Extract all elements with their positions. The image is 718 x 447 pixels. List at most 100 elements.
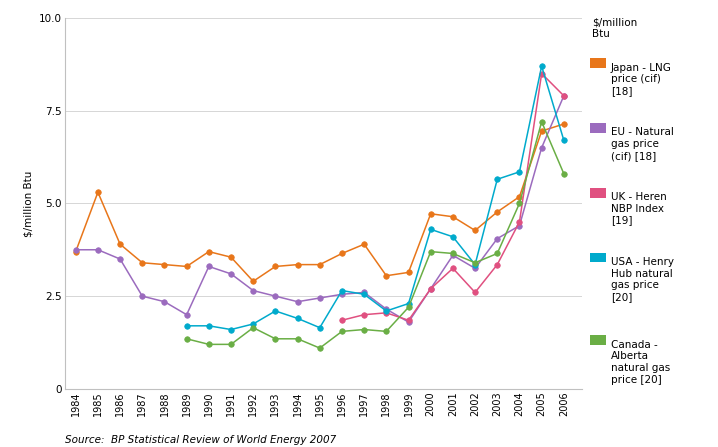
Japan - LNG
price (cif)
[18] <box>293 262 302 267</box>
Canada -
Alberta
natural gas
price [20] <box>315 346 324 351</box>
USA - Henry
Hub natural
gas price
[20] <box>382 308 391 314</box>
Text: USA - Henry
Hub natural
gas price
[20]: USA - Henry Hub natural gas price [20] <box>611 257 674 302</box>
USA - Henry
Hub natural
gas price
[20] <box>271 308 280 314</box>
Canada -
Alberta
natural gas
price [20] <box>449 251 457 256</box>
Canada -
Alberta
natural gas
price [20] <box>227 342 236 347</box>
Japan - LNG
price (cif)
[18] <box>382 273 391 278</box>
Japan - LNG
price (cif)
[18] <box>404 270 413 275</box>
UK - Heren
NBP Index
[19] <box>493 262 502 267</box>
Japan - LNG
price (cif)
[18] <box>426 211 435 216</box>
Japan - LNG
price (cif)
[18] <box>138 260 146 266</box>
EU - Natural
gas price
(cif) [18] <box>559 93 568 98</box>
Canada -
Alberta
natural gas
price [20] <box>559 171 568 177</box>
Y-axis label: $/million Btu: $/million Btu <box>23 170 33 236</box>
USA - Henry
Hub natural
gas price
[20] <box>249 321 258 327</box>
EU - Natural
gas price
(cif) [18] <box>227 271 236 277</box>
UK - Heren
NBP Index
[19] <box>559 93 568 98</box>
Japan - LNG
price (cif)
[18] <box>205 249 213 254</box>
UK - Heren
NBP Index
[19] <box>404 317 413 323</box>
Canada -
Alberta
natural gas
price [20] <box>493 251 502 256</box>
USA - Henry
Hub natural
gas price
[20] <box>471 262 480 267</box>
EU - Natural
gas price
(cif) [18] <box>537 145 546 150</box>
Canada -
Alberta
natural gas
price [20] <box>404 304 413 310</box>
Japan - LNG
price (cif)
[18] <box>360 241 368 247</box>
USA - Henry
Hub natural
gas price
[20] <box>205 323 213 329</box>
UK - Heren
NBP Index
[19] <box>515 219 523 224</box>
Japan - LNG
price (cif)
[18] <box>315 262 324 267</box>
Line: EU - Natural
gas price
(cif) [18]: EU - Natural gas price (cif) [18] <box>73 93 567 325</box>
EU - Natural
gas price
(cif) [18] <box>249 288 258 293</box>
Japan - LNG
price (cif)
[18] <box>471 228 480 233</box>
USA - Henry
Hub natural
gas price
[20] <box>182 323 191 329</box>
Canada -
Alberta
natural gas
price [20] <box>205 342 213 347</box>
USA - Henry
Hub natural
gas price
[20] <box>404 301 413 306</box>
USA - Henry
Hub natural
gas price
[20] <box>426 227 435 232</box>
Canada -
Alberta
natural gas
price [20] <box>271 336 280 342</box>
Text: Source:  BP Statistical Review of World Energy 2007: Source: BP Statistical Review of World E… <box>65 435 336 445</box>
Line: Japan - LNG
price (cif)
[18]: Japan - LNG price (cif) [18] <box>73 121 567 284</box>
EU - Natural
gas price
(cif) [18] <box>449 253 457 258</box>
USA - Henry
Hub natural
gas price
[20] <box>315 325 324 330</box>
EU - Natural
gas price
(cif) [18] <box>493 236 502 241</box>
USA - Henry
Hub natural
gas price
[20] <box>559 138 568 143</box>
Japan - LNG
price (cif)
[18] <box>271 264 280 269</box>
EU - Natural
gas price
(cif) [18] <box>160 299 169 304</box>
EU - Natural
gas price
(cif) [18] <box>337 291 346 297</box>
Canada -
Alberta
natural gas
price [20] <box>249 325 258 330</box>
Japan - LNG
price (cif)
[18] <box>515 194 523 199</box>
EU - Natural
gas price
(cif) [18] <box>116 256 124 261</box>
UK - Heren
NBP Index
[19] <box>471 290 480 295</box>
Canada -
Alberta
natural gas
price [20] <box>337 329 346 334</box>
EU - Natural
gas price
(cif) [18] <box>426 286 435 291</box>
UK - Heren
NBP Index
[19] <box>426 286 435 291</box>
USA - Henry
Hub natural
gas price
[20] <box>537 63 546 69</box>
USA - Henry
Hub natural
gas price
[20] <box>515 169 523 174</box>
EU - Natural
gas price
(cif) [18] <box>182 312 191 317</box>
UK - Heren
NBP Index
[19] <box>449 266 457 271</box>
Line: USA - Henry
Hub natural
gas price
[20]: USA - Henry Hub natural gas price [20] <box>184 63 567 332</box>
EU - Natural
gas price
(cif) [18] <box>71 247 80 253</box>
EU - Natural
gas price
(cif) [18] <box>93 247 102 253</box>
UK - Heren
NBP Index
[19] <box>337 317 346 323</box>
Japan - LNG
price (cif)
[18] <box>93 190 102 195</box>
USA - Henry
Hub natural
gas price
[20] <box>449 234 457 240</box>
EU - Natural
gas price
(cif) [18] <box>138 293 146 299</box>
USA - Henry
Hub natural
gas price
[20] <box>227 327 236 332</box>
Canada -
Alberta
natural gas
price [20] <box>182 336 191 342</box>
Japan - LNG
price (cif)
[18] <box>493 209 502 215</box>
Canada -
Alberta
natural gas
price [20] <box>515 201 523 206</box>
Text: Canada -
Alberta
natural gas
price [20]: Canada - Alberta natural gas price [20] <box>611 340 671 384</box>
Canada -
Alberta
natural gas
price [20] <box>293 336 302 342</box>
USA - Henry
Hub natural
gas price
[20] <box>293 316 302 321</box>
Japan - LNG
price (cif)
[18] <box>449 214 457 219</box>
Canada -
Alberta
natural gas
price [20] <box>537 119 546 124</box>
EU - Natural
gas price
(cif) [18] <box>315 295 324 301</box>
USA - Henry
Hub natural
gas price
[20] <box>493 177 502 182</box>
Canada -
Alberta
natural gas
price [20] <box>471 260 480 266</box>
USA - Henry
Hub natural
gas price
[20] <box>337 288 346 293</box>
EU - Natural
gas price
(cif) [18] <box>271 293 280 299</box>
Japan - LNG
price (cif)
[18] <box>182 264 191 269</box>
Text: Japan - LNG
price (cif)
[18]: Japan - LNG price (cif) [18] <box>611 63 672 96</box>
UK - Heren
NBP Index
[19] <box>537 71 546 76</box>
EU - Natural
gas price
(cif) [18] <box>205 264 213 269</box>
Canada -
Alberta
natural gas
price [20] <box>382 329 391 334</box>
Text: $/million
Btu: $/million Btu <box>592 18 638 39</box>
EU - Natural
gas price
(cif) [18] <box>471 266 480 271</box>
EU - Natural
gas price
(cif) [18] <box>515 223 523 228</box>
Japan - LNG
price (cif)
[18] <box>71 249 80 254</box>
Line: Canada -
Alberta
natural gas
price [20]: Canada - Alberta natural gas price [20] <box>184 119 567 351</box>
Canada -
Alberta
natural gas
price [20] <box>426 249 435 254</box>
EU - Natural
gas price
(cif) [18] <box>382 307 391 312</box>
USA - Henry
Hub natural
gas price
[20] <box>360 291 368 297</box>
Japan - LNG
price (cif)
[18] <box>559 121 568 127</box>
Japan - LNG
price (cif)
[18] <box>537 128 546 134</box>
Japan - LNG
price (cif)
[18] <box>116 241 124 247</box>
Japan - LNG
price (cif)
[18] <box>337 251 346 256</box>
Japan - LNG
price (cif)
[18] <box>160 262 169 267</box>
EU - Natural
gas price
(cif) [18] <box>360 290 368 295</box>
Japan - LNG
price (cif)
[18] <box>227 254 236 260</box>
Canada -
Alberta
natural gas
price [20] <box>360 327 368 332</box>
Text: UK - Heren
NBP Index
[19]: UK - Heren NBP Index [19] <box>611 192 667 225</box>
EU - Natural
gas price
(cif) [18] <box>293 299 302 304</box>
